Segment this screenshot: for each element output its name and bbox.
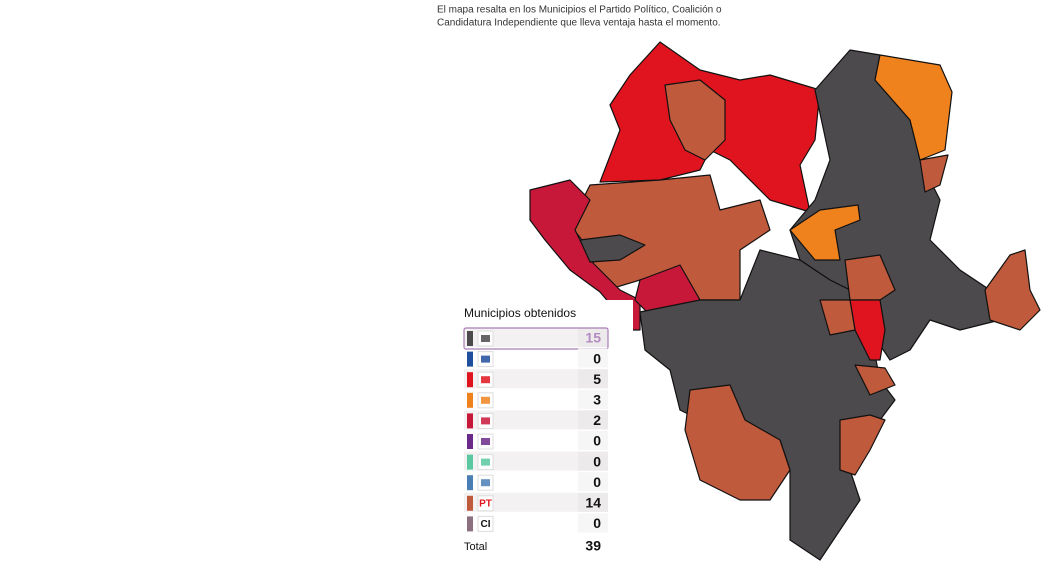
municipality: [919, 154, 949, 193]
description: El mapa resalta en los Municipios el Par…: [437, 5, 722, 16]
count: 2: [593, 412, 601, 428]
legend-title: Municipios obtenidos: [464, 306, 576, 320]
row-highlight: [463, 327, 609, 350]
color-swatch: [467, 434, 473, 449]
count-background: [578, 472, 608, 492]
row-background: [464, 492, 608, 512]
count-background: [578, 328, 608, 347]
municipality: [789, 204, 861, 261]
count: 14: [585, 495, 601, 511]
row-background: [464, 451, 608, 471]
row-background: [464, 328, 608, 347]
count: 0: [593, 474, 601, 490]
row-background: [464, 410, 608, 430]
municipality: [684, 384, 791, 501]
count: 0: [593, 515, 601, 531]
party-logo-mark: [481, 335, 490, 342]
party-logo-mark: [481, 396, 490, 404]
count-background: [578, 431, 608, 450]
count: 5: [593, 371, 601, 387]
party-logo: [477, 515, 494, 532]
total-value: 39: [585, 538, 601, 554]
party-logo-mark: [481, 479, 490, 487]
count-background: [578, 451, 608, 471]
color-swatch: [467, 495, 473, 511]
municipality: [819, 299, 856, 336]
party-logo-mark: [481, 458, 490, 466]
count: 0: [593, 453, 601, 469]
count-background: [578, 492, 608, 512]
color-swatch: [467, 413, 473, 429]
municipality: [579, 234, 646, 263]
party-logo-mark: [481, 376, 490, 384]
total-label: Total: [464, 541, 487, 553]
municipality: [664, 79, 726, 161]
count-background: [578, 369, 608, 389]
count: 0: [593, 350, 601, 366]
legend-rows: 15 0 5 3 2 0 0 0 PT 14 CI 0: [463, 327, 609, 533]
party-logo: [477, 495, 494, 512]
count-background: [578, 348, 608, 368]
party-logo-text: PT: [479, 498, 492, 509]
color-swatch: [467, 392, 473, 408]
municipality: [854, 364, 896, 396]
count-background: [578, 513, 608, 533]
municipality: [844, 254, 896, 301]
color-swatch: [467, 331, 473, 346]
color-swatch: [467, 454, 473, 470]
color-swatch: [467, 351, 473, 367]
description: Candidatura Independiente que lleva vent…: [437, 18, 721, 29]
color-swatch: [467, 372, 473, 388]
count-background: [578, 410, 608, 430]
count: 0: [593, 433, 601, 449]
count: 15: [585, 330, 601, 346]
party-logo-text: CI: [481, 519, 491, 530]
municipality: [984, 249, 1041, 331]
party-logo-mark: [481, 355, 490, 363]
municipality: [874, 54, 953, 161]
color-swatch: [467, 516, 473, 532]
row-background: [464, 369, 608, 389]
color-swatch: [467, 475, 473, 491]
party-logo-mark: [481, 417, 490, 425]
municipality-map: [529, 41, 1041, 561]
municipality: [839, 414, 886, 476]
count-background: [578, 389, 608, 409]
count: 3: [593, 392, 601, 408]
party-logo-mark: [481, 438, 490, 445]
